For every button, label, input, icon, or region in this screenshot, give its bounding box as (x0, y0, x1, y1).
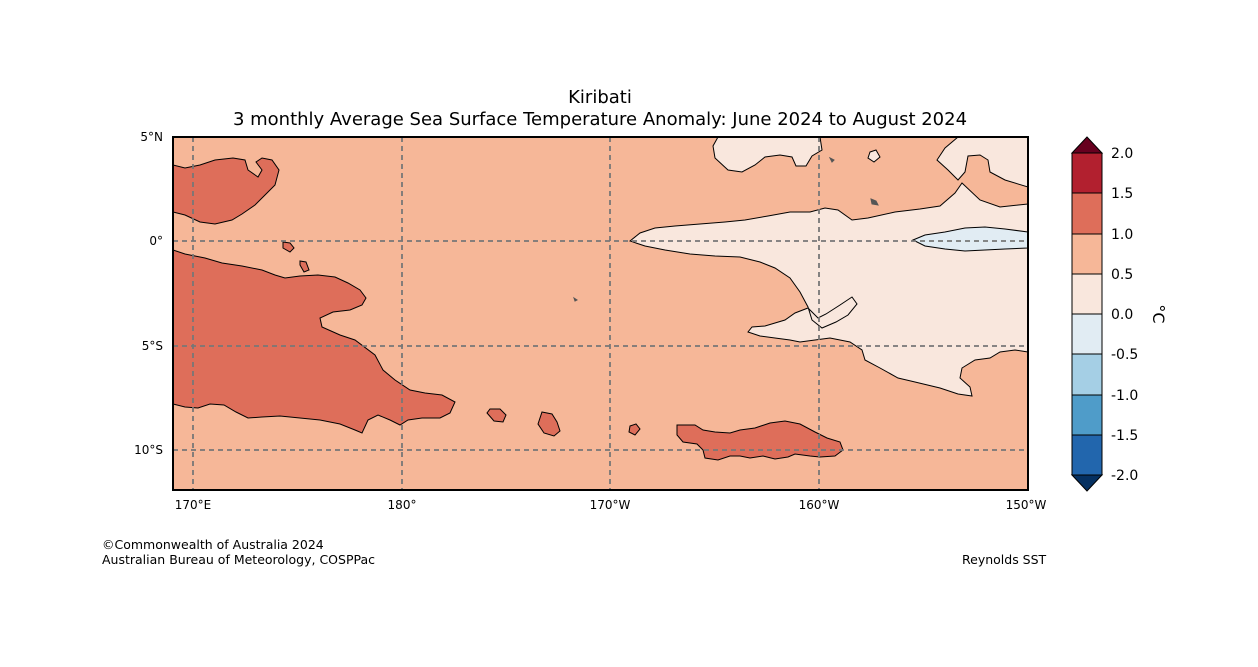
colorbar-bin-0.0-0.5 (1071, 273, 1103, 315)
anomaly-island-6 (867, 149, 881, 163)
map-title: Kiribati (568, 87, 632, 108)
anomaly-region-1.0-1.5-southeast (676, 420, 844, 461)
anomaly-island-5 (628, 423, 641, 436)
colorbar-tick-neg0.5: -0.5 (1111, 347, 1138, 363)
data-source-text: Reynolds SST (962, 552, 1047, 567)
colorbar-tick-1.0: 1.0 (1111, 227, 1133, 243)
anomaly-region-0.0-0.5-northeast (936, 137, 1028, 188)
colorbar-over-triangle (1070, 136, 1104, 154)
agency-text: Australian Bureau of Meteorology, COSPPa… (102, 552, 375, 567)
copyright-text: ©Commonwealth of Australia 2024 (102, 537, 324, 552)
lon-label-180: 180° (388, 498, 417, 512)
colorbar-tick-neg1.5: -1.5 (1111, 428, 1138, 444)
colorbar-unit-label: °C (1149, 304, 1168, 323)
lon-label-150W: 150°W (1006, 498, 1047, 512)
colorbar-bin-1.0-1.5 (1071, 192, 1103, 235)
land-speck-2 (828, 156, 835, 163)
map-subtitle: 3 monthly Average Sea Surface Temperatur… (232, 109, 968, 130)
colorbar-tick-neg1.0: -1.0 (1111, 388, 1138, 404)
colorbar-bin-neg1.0-neg0.5 (1071, 353, 1103, 396)
colorbar (1070, 136, 1104, 492)
colorbar-bin-neg1.5-neg1.0 (1071, 394, 1103, 436)
credits-block: ©Commonwealth of Australia 2024 Australi… (102, 537, 375, 567)
anomaly-island-2 (299, 260, 310, 273)
colorbar-tick-neg2.0: -2.0 (1111, 468, 1138, 484)
lat-label-0: 0° (149, 234, 163, 248)
colorbar-bin-1.5-2.0 (1071, 152, 1103, 194)
anomaly-region-0.0-0.5-north (712, 137, 823, 173)
lat-label-5S: 5°S (142, 339, 163, 353)
colorbar-under-triangle (1070, 474, 1104, 492)
anomaly-island-3 (486, 408, 507, 423)
lat-label-10S: 10°S (134, 443, 163, 457)
anomaly-island-1 (282, 241, 295, 253)
graticule (173, 137, 1028, 490)
lat-label-5N: 5°N (140, 130, 163, 144)
lon-label-170E: 170°E (175, 498, 212, 512)
anomaly-region-neg-0.5-0.0 (911, 226, 1028, 252)
colorbar-bin-0.5-1.0 (1071, 233, 1103, 275)
colorbar-tick-0.5: 0.5 (1111, 267, 1133, 283)
anomaly-region-1.0-1.5-southwest (173, 249, 456, 434)
colorbar-bin-neg0.5-0.0 (1071, 313, 1103, 355)
map-frame (172, 136, 1029, 491)
lon-label-160W: 160°W (799, 498, 840, 512)
colorbar-bin-neg2.0-neg1.5 (1071, 434, 1103, 476)
land-speck-1 (870, 198, 879, 206)
colorbar-tick-1.5: 1.5 (1111, 186, 1133, 202)
anomaly-region-1.0-1.5-northwest (173, 157, 280, 225)
anomaly-island-4 (537, 411, 561, 437)
colorbar-tick-2.0: 2.0 (1111, 146, 1133, 162)
land-speck-3 (573, 296, 578, 302)
lon-label-170W: 170°W (590, 498, 631, 512)
colorbar-tick-0.0: 0.0 (1111, 307, 1133, 323)
